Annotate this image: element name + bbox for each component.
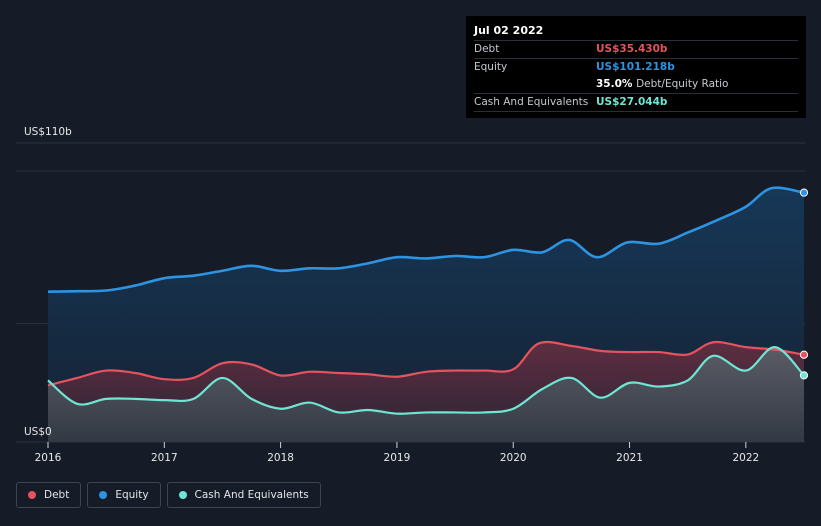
series-lines (47, 186, 805, 415)
tooltip-debt-label: Debt (474, 43, 500, 55)
y-axis-label-top: US$110b (24, 126, 72, 138)
tooltip-cash-value: US$27.044b (596, 96, 668, 108)
tooltip-row-cash: Cash And Equivalents US$27.044b (474, 93, 798, 111)
x-tick-label: 2016 (35, 452, 62, 464)
tooltip-cash-label: Cash And Equivalents (474, 96, 589, 108)
tooltip-row-debt: Debt US$35.430b (474, 40, 798, 58)
x-tick-label: 2021 (616, 452, 643, 464)
x-tick-label: 2020 (500, 452, 527, 464)
equity-end-marker[interactable] (799, 188, 809, 197)
tooltip-ratio-value: 35.0% (596, 78, 633, 90)
series-areas (48, 187, 804, 442)
tooltip-ratio: 35.0% Debt/Equity Ratio (596, 76, 728, 93)
data-tooltip: Jul 02 2022 Debt US$35.430b Equity US$10… (466, 16, 806, 118)
legend-item-debt[interactable]: Debt (16, 482, 82, 508)
legend-item-cash[interactable]: Cash And Equivalents (166, 482, 321, 508)
tooltip-equity-label: Equity (474, 61, 508, 73)
cash-area (48, 347, 804, 442)
tooltip-debt-value: US$35.430b (596, 43, 668, 55)
tooltip-row-ratio: 35.0% Debt/Equity Ratio (474, 76, 798, 93)
x-axis-ticks: 2016 2017 2018 2019 2020 2021 2022 (35, 442, 759, 464)
legend-equity-label: Equity (115, 489, 149, 501)
x-tick-label: 2019 (384, 452, 411, 464)
tooltip-equity-value: US$101.218b (596, 61, 675, 73)
cash-line (47, 346, 805, 415)
tooltip-row-bottom-rule (474, 111, 798, 129)
debt-end-marker[interactable] (799, 350, 809, 359)
y-axis-label-bottom: US$0 (24, 426, 52, 438)
end-markers (799, 188, 809, 380)
x-tick-label: 2017 (151, 452, 178, 464)
legend-item-equity[interactable]: Equity (87, 482, 161, 508)
x-tick-label: 2022 (732, 452, 759, 464)
equity-dot-icon (99, 491, 108, 499)
debt-line (47, 340, 805, 387)
tooltip-row-equity: Equity US$101.218b (474, 58, 798, 76)
cash-end-marker[interactable] (799, 371, 809, 380)
tooltip-date: Jul 02 2022 (474, 24, 544, 37)
cash-dot-icon (178, 491, 187, 499)
x-tick-label: 2018 (267, 452, 294, 464)
legend-cash-label: Cash And Equivalents (194, 489, 309, 501)
equity-line (47, 186, 805, 294)
debt-dot-icon (28, 491, 36, 499)
chart-legend: Debt Equity Cash And Equivalents (16, 482, 321, 510)
legend-debt-label: Debt (44, 489, 70, 501)
tooltip-ratio-label: Debt/Equity Ratio (636, 78, 729, 90)
